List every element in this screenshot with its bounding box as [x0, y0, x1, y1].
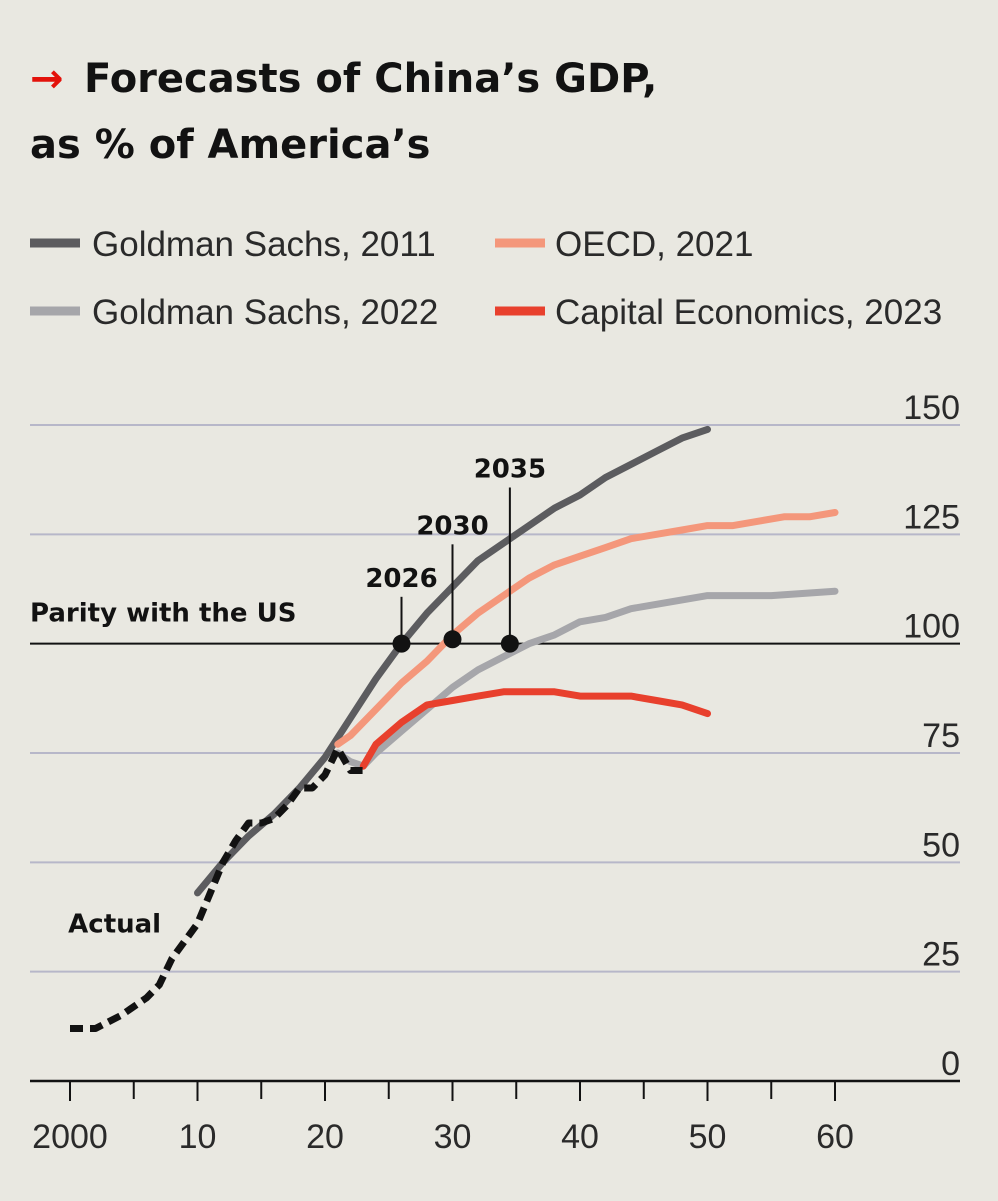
- x-tick-label: 50: [689, 1118, 727, 1156]
- y-tick-label: 100: [903, 608, 960, 646]
- x-tick-label: 2000: [32, 1118, 108, 1156]
- title-arrow-icon: →: [30, 56, 64, 102]
- milestones: 2026 2030 2035: [365, 454, 546, 653]
- legend: Goldman Sachs, 2011 OECD, 2021 Goldman S…: [30, 225, 942, 332]
- legend-label: OECD, 2021: [555, 225, 753, 264]
- y-tick-label: 125: [903, 498, 960, 536]
- chart-title-line2: as % of America’s: [30, 122, 430, 168]
- series-line: [334, 509, 839, 748]
- x-tick-label: 20: [306, 1118, 344, 1156]
- y-tick-label: 25: [922, 936, 960, 974]
- legend-label: Goldman Sachs, 2022: [92, 293, 438, 332]
- x-axis: 2000 10 20 30 40 50 60: [30, 1079, 960, 1156]
- y-axis-ticks: 0 25 50 75 100 125 150: [903, 389, 960, 1083]
- legend-label: Capital Economics, 2023: [555, 293, 942, 332]
- x-tick-label: 60: [816, 1118, 854, 1156]
- y-tick-label: 150: [903, 389, 960, 427]
- milestone-label: 2026: [365, 564, 437, 594]
- series-line: [194, 425, 711, 897]
- annotations: Actual: [68, 909, 161, 939]
- y-tick-label: 50: [922, 826, 960, 864]
- actual-series-line: [70, 745, 364, 1032]
- chart-title: Forecasts of China’s GDP,: [84, 56, 657, 102]
- x-tick-label: 10: [179, 1118, 217, 1156]
- series-line: [334, 587, 839, 770]
- milestone-label: 2030: [416, 511, 488, 541]
- parity-label: Parity with the US: [30, 599, 296, 629]
- gridlines: [30, 424, 960, 973]
- parity-line-group: Parity with the US: [30, 599, 960, 645]
- x-tick-label: 30: [434, 1118, 472, 1156]
- series-line: [359, 688, 711, 770]
- milestone-dot: [500, 634, 519, 653]
- y-tick-label: 0: [941, 1045, 960, 1083]
- series-annotation: Actual: [68, 909, 161, 939]
- milestone-dot: [392, 634, 411, 653]
- legend-label: Goldman Sachs, 2011: [92, 225, 436, 264]
- milestone-label: 2035: [474, 454, 546, 484]
- y-tick-label: 75: [922, 717, 960, 755]
- milestone-dot: [443, 630, 462, 649]
- x-tick-label: 40: [561, 1118, 599, 1156]
